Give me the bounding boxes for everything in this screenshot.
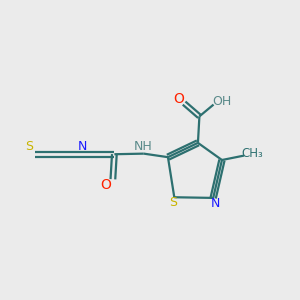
Text: O: O bbox=[173, 92, 184, 106]
Text: CH₃: CH₃ bbox=[242, 147, 263, 160]
Text: NH: NH bbox=[134, 140, 153, 153]
Text: O: O bbox=[100, 178, 111, 192]
Text: S: S bbox=[26, 140, 34, 153]
Text: S: S bbox=[169, 196, 177, 209]
Text: N: N bbox=[211, 197, 220, 210]
Text: N: N bbox=[78, 140, 88, 153]
Text: OH: OH bbox=[212, 94, 231, 108]
